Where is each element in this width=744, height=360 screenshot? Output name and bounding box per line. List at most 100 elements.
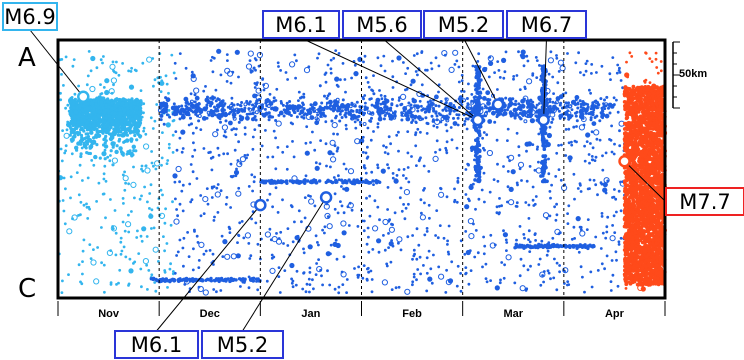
event-dot [476, 251, 480, 255]
event-dot [130, 97, 134, 101]
event-dot [91, 103, 95, 108]
event-dot [543, 154, 547, 159]
event-dot [541, 135, 545, 139]
event-dot [400, 93, 407, 101]
event-dot [164, 74, 168, 78]
event-dot [163, 221, 167, 225]
event-dot [424, 68, 427, 72]
event-dot [87, 118, 91, 122]
event-dot [409, 83, 413, 87]
event-dot [379, 64, 383, 68]
event-dot [118, 268, 122, 272]
event-dot [659, 69, 663, 73]
event-dot [587, 153, 591, 156]
event-dot [209, 279, 214, 283]
event-dot [542, 179, 546, 183]
event-dot [337, 174, 340, 178]
event-dot [330, 180, 334, 185]
event-dot [528, 111, 532, 115]
event-dot [148, 213, 154, 219]
event-dot [568, 104, 573, 109]
event-dot [254, 93, 258, 97]
event-dot [251, 108, 255, 111]
event-dot [289, 61, 296, 68]
event-dot [527, 217, 531, 220]
event-dot [368, 214, 372, 218]
event-dot [173, 271, 177, 275]
event-dot [415, 164, 418, 168]
event-dot [104, 216, 107, 220]
event-dot [552, 104, 557, 110]
event-dot [600, 262, 604, 266]
event-dot [233, 169, 240, 176]
event-dot [216, 48, 222, 54]
event-dot [344, 186, 350, 192]
event-dot [257, 124, 261, 127]
event-dot [262, 82, 269, 90]
event-dot [336, 105, 342, 111]
event-dot [59, 91, 62, 95]
event-dot [85, 83, 89, 87]
event-dot [435, 125, 439, 129]
event-dot [127, 284, 130, 287]
event-dot [358, 120, 362, 124]
event-dot [398, 96, 401, 100]
event-dot [523, 119, 528, 124]
event-dot [489, 279, 492, 282]
event-dot [432, 253, 435, 257]
event-dot [241, 109, 245, 113]
event-dot [489, 233, 493, 237]
event-dot [279, 69, 282, 72]
event-dot [183, 96, 189, 102]
event-dot [228, 231, 232, 235]
event-dot [286, 227, 290, 231]
event-dot [109, 149, 113, 153]
event-dot [508, 199, 515, 206]
event-dot [370, 290, 374, 294]
event-dot [142, 126, 146, 130]
event-dot [557, 144, 560, 147]
event-dot [494, 285, 500, 291]
event-dot [167, 109, 171, 112]
event-dot [190, 70, 194, 74]
event-dot [325, 164, 328, 168]
event-dot [496, 60, 500, 63]
event-dot [167, 91, 170, 95]
event-dot [601, 109, 605, 113]
event-dot [64, 187, 67, 191]
event-dot [468, 249, 472, 253]
event-dot [625, 60, 628, 64]
event-dot [214, 88, 218, 92]
event-dot [110, 225, 118, 232]
event-dot [631, 84, 636, 89]
event-dot [126, 150, 130, 154]
event-dot [214, 191, 221, 198]
event-dot [337, 291, 341, 295]
event-dot [167, 146, 171, 150]
event-dot [101, 106, 105, 110]
event-dot [555, 213, 559, 217]
event-dot [172, 110, 178, 116]
event-dot [319, 139, 322, 143]
event-dot [93, 278, 100, 285]
event-dot [570, 140, 573, 144]
event-dot [121, 62, 124, 65]
event-dot [654, 57, 658, 61]
event-dot [265, 279, 269, 283]
event-dot [387, 112, 391, 116]
event-dot [144, 132, 148, 136]
event-dot [202, 212, 206, 216]
event-dot [339, 78, 342, 82]
event-dot [326, 269, 329, 273]
event-dot [564, 127, 568, 131]
event-dot [503, 108, 507, 112]
event-dot [131, 153, 135, 157]
event-dot [311, 278, 314, 282]
event-dot [523, 236, 526, 240]
event-dot [162, 235, 165, 239]
event-dot [648, 81, 652, 84]
event-dot [305, 282, 309, 286]
event-dot [247, 185, 251, 188]
event-dot [295, 59, 298, 63]
event-dot [435, 114, 439, 118]
